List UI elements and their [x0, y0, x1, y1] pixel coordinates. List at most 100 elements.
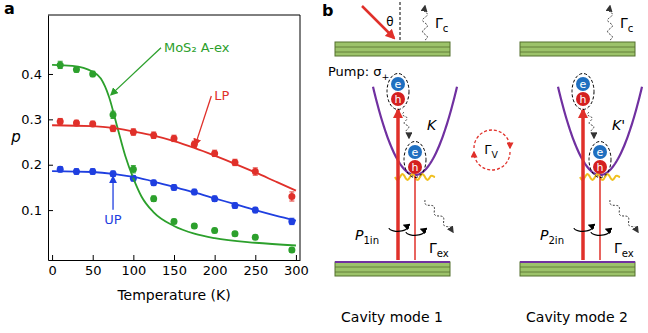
x-tick: 300 — [284, 255, 309, 278]
electron-label: e — [412, 146, 419, 159]
surface-normal — [400, 2, 401, 40]
annotation-arrow — [111, 48, 161, 95]
x-tick: 50 — [85, 255, 102, 278]
y-tick-label: 0.1 — [21, 203, 42, 218]
electron-label: e — [580, 78, 587, 91]
electron-label: e — [395, 78, 402, 91]
pump-label: Pump: σ+ — [328, 64, 389, 82]
valley-label: K' — [612, 117, 625, 133]
x-tick-label: 50 — [85, 263, 102, 278]
hole — [593, 160, 607, 174]
error-bar — [74, 67, 79, 72]
electron — [408, 145, 422, 159]
label-subscript: ex — [622, 248, 634, 259]
valley-label: K — [427, 117, 438, 133]
mirror-layer — [520, 52, 635, 53]
y-axis: 0.1 0.2 0.3 0.4 — [21, 16, 53, 261]
fit-line — [52, 65, 296, 246]
intervalley-label: ΓV — [484, 142, 498, 160]
circular-arrow — [389, 225, 407, 231]
mirror-layer — [520, 272, 635, 273]
y-tick: 0.4 — [21, 67, 53, 82]
label-main: θ — [386, 15, 393, 29]
label-main: K — [427, 117, 438, 133]
electron — [593, 145, 607, 159]
label-subscript: + — [382, 71, 390, 82]
data-point — [211, 227, 218, 234]
cavity-label: Cavity mode 2 — [526, 309, 628, 325]
series-label: LP — [214, 88, 229, 103]
panel-b: bθPump: σ+ΓVKP1inehehΓexΓcCavity mode 1K… — [322, 1, 642, 325]
y-axis-line — [48, 16, 49, 261]
label-main: Γ — [620, 15, 628, 31]
intervalley-arrow — [474, 130, 510, 148]
x-tick-mark — [255, 255, 256, 260]
x-tick-label: 100 — [121, 263, 146, 278]
circular-arrow — [591, 229, 609, 235]
x-tick: 150 — [162, 255, 187, 278]
marks — [52, 61, 296, 253]
series-points — [57, 61, 296, 253]
data-point — [57, 118, 64, 125]
hole — [391, 92, 405, 106]
y-tick-mark — [48, 210, 53, 211]
x-tick-mark — [296, 255, 297, 260]
exciton-outline — [572, 74, 594, 110]
data-point — [288, 193, 295, 200]
x-tick: 0 — [48, 255, 56, 278]
y-tick-label: 0.2 — [21, 157, 42, 172]
y-tick: 0.3 — [21, 112, 53, 127]
figure: 0501001502002503000.10.20.30.4Temperatur… — [0, 0, 648, 333]
label-subscript: V — [491, 149, 498, 160]
hole — [576, 92, 590, 106]
plot-frame — [48, 15, 300, 260]
series-label: MoS₂ A-ex — [164, 40, 230, 55]
x-tick-mark — [133, 255, 134, 260]
mirror — [335, 262, 450, 276]
label-main: K' — [612, 117, 625, 133]
data-point — [231, 230, 238, 237]
exciton-loss-label: Γex — [614, 240, 634, 259]
y-tick-mark — [48, 165, 53, 166]
hole-label: h — [412, 161, 419, 174]
monolayer — [335, 261, 450, 263]
panel-a: 0501001502002503000.10.20.30.4Temperatur… — [4, 0, 309, 303]
cavity-loss-label: Γc — [435, 15, 448, 34]
exciton-loss-label: Γex — [429, 240, 449, 259]
mirror-layer — [335, 267, 450, 268]
x-tick-label: 200 — [203, 263, 228, 278]
error-bar — [151, 196, 156, 201]
fit-line — [52, 171, 296, 220]
y-tick: 0.2 — [21, 157, 53, 172]
fit-line — [52, 125, 296, 190]
circular-arrow — [574, 225, 592, 231]
annotation-arrow — [112, 177, 113, 210]
x-tick-mark — [215, 255, 216, 260]
x-tick-mark — [52, 255, 53, 260]
label-subscript: ex — [437, 248, 449, 259]
monolayer — [520, 261, 635, 263]
exciton-outline — [404, 142, 426, 178]
mirror-layer — [335, 52, 450, 53]
label-main: Γ — [614, 240, 622, 256]
exciton-loss-arrow — [425, 200, 453, 232]
mirror-layer — [520, 47, 635, 48]
series-label: UP — [104, 212, 122, 227]
pump-arrow — [362, 6, 394, 38]
x-tick: 200 — [203, 255, 228, 278]
data-point — [150, 195, 157, 202]
hole-label: h — [395, 93, 402, 106]
x-tick-mark — [93, 255, 94, 260]
panel-label: b — [322, 1, 333, 20]
x-tick-mark — [174, 255, 175, 260]
mirror-body — [520, 42, 635, 56]
y-tick-label: 0.4 — [21, 67, 42, 82]
mirror-layer — [335, 47, 450, 48]
y-axis-title: p — [10, 128, 21, 146]
label-subscript: 1in — [363, 235, 379, 246]
pump-rate-label: P1in — [355, 227, 379, 246]
pump-rate-label: P2in — [540, 227, 564, 246]
cavity-loss-label: Γc — [620, 15, 633, 34]
x-tick-label: 0 — [48, 263, 56, 278]
pump-rate-arrow — [396, 110, 400, 260]
